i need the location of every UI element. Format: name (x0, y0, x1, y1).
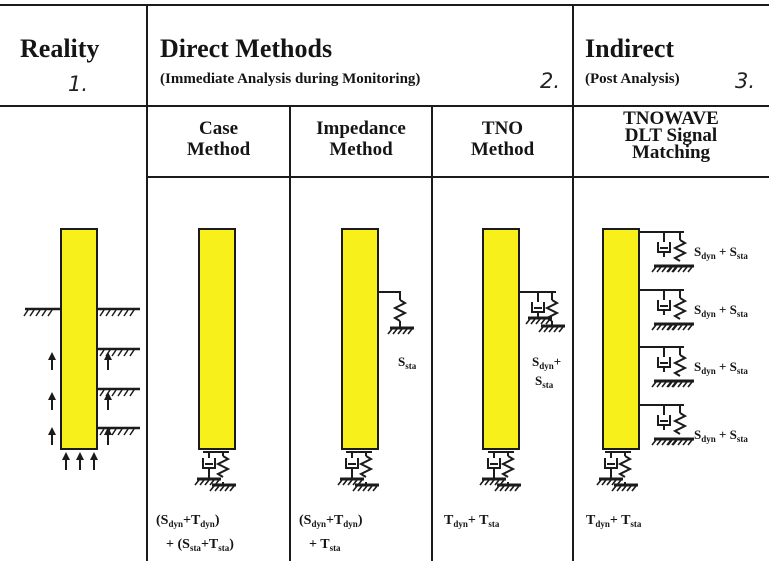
case-formula-line2: + (Ssta+Tsta) (166, 537, 234, 553)
case-f2: +T (182, 513, 201, 528)
tno-spring-label-top: Sdyn+ (532, 354, 561, 371)
case-f1-sub: dyn (168, 519, 183, 529)
tnowave-f1: T (586, 513, 596, 528)
tno-formula: Tdyn+ Tsta (444, 513, 499, 529)
tno-spring-s: S (532, 354, 540, 369)
tno-pile (482, 228, 520, 450)
tnowave-mid2: + S (719, 302, 737, 317)
tno-spring-plus: + (553, 354, 562, 369)
tnowave-s3: S (694, 359, 702, 374)
tno-spring-s2: S (535, 373, 543, 388)
tnowave-spring-label-4: Sdyn + Ssta (694, 427, 748, 444)
tnowave-formula: Tdyn+ Tsta (586, 513, 641, 529)
tno-spring-sub-dyn: dyn (539, 361, 554, 371)
tno-f1: T (444, 513, 454, 528)
tno-f2: + T (467, 513, 489, 528)
direct-number: 2. (540, 69, 561, 93)
tnowave-method-line1: TNOWAVE (623, 108, 719, 129)
tno-method-line2: Method (470, 139, 535, 160)
tnowave-f2: + T (609, 513, 631, 528)
imp-f3: ) (357, 513, 363, 528)
tno-method-line1: TNO (481, 118, 524, 139)
impedance-method-line1: Impedance (316, 118, 406, 139)
impedance-pile (341, 228, 379, 450)
tno-spring-label-bottom: Ssta (535, 373, 553, 390)
tno-method-header: TNO Method (432, 118, 573, 160)
tnowave-pile (602, 228, 640, 450)
impedance-spring-s: S (398, 354, 406, 369)
tnowave-method-header: TNOWAVE DLT Signal Matching (573, 108, 769, 163)
impedance-method-line2: Method (329, 139, 393, 160)
impedance-method-header: Impedance Method (290, 118, 432, 160)
case-method-header: Case Method (147, 118, 290, 160)
indirect-number: 3. (735, 69, 756, 93)
indirect-title: Indirect (585, 34, 675, 63)
tnowave-sub2: dyn (701, 309, 716, 319)
impedance-spring-label: Ssta (398, 354, 416, 371)
imp-f1: (S (299, 513, 312, 528)
tnowave-spring-label-3: Sdyn + Ssta (694, 359, 748, 376)
direct-methods-subtitle: (Immediate Analysis during Monitoring) (160, 71, 421, 87)
tnowave-sub1b: sta (736, 251, 748, 261)
case-f6: ) (229, 537, 234, 552)
tnowave-mid1: + S (719, 244, 737, 259)
tnowave-method-line2: DLT Signal (624, 125, 718, 146)
case-formula-line1: (Sdyn+Tdyn) (156, 513, 219, 529)
tnowave-s4: S (694, 427, 702, 442)
imp-f4-sub: sta (329, 543, 341, 553)
tnowave-sub4: dyn (701, 434, 716, 444)
reality-number: 1. (68, 72, 89, 96)
impedance-spring-sub: sta (405, 361, 417, 371)
case-f5: +T (200, 537, 219, 552)
tnowave-spring-label-1: Sdyn + Ssta (694, 244, 748, 261)
tnowave-sub4b: sta (736, 434, 748, 444)
case-f4: + (S (166, 537, 190, 552)
tnowave-s2: S (694, 302, 702, 317)
tnowave-s1: S (694, 244, 702, 259)
imp-f2-sub: dyn (343, 519, 358, 529)
case-f5-sub: sta (218, 543, 230, 553)
case-f1: (S (156, 513, 169, 528)
indirect-subtitle: (Post Analysis) (585, 71, 680, 87)
case-f4-sub: sta (189, 543, 201, 553)
tnowave-sub3b: sta (736, 366, 748, 376)
tno-spring-sub-sta: sta (542, 380, 554, 390)
tnowave-sub3: dyn (701, 366, 716, 376)
tno-f2-sub: sta (488, 519, 500, 529)
tnowave-f2-sub: sta (630, 519, 642, 529)
imp-f1-sub: dyn (311, 519, 326, 529)
case-method-line1: Case (198, 118, 239, 139)
tnowave-mid4: + S (719, 427, 737, 442)
tnowave-sub1: dyn (701, 251, 716, 261)
case-f3: ) (214, 513, 220, 528)
tnowave-spring-label-2: Sdyn + Ssta (694, 302, 748, 319)
case-pile (198, 228, 236, 450)
case-method-line2: Method (186, 139, 251, 160)
reality-pile (60, 228, 98, 450)
direct-methods-title: Direct Methods (160, 34, 333, 63)
tnowave-sub2b: sta (736, 309, 748, 319)
impedance-formula-line1: (Sdyn+Tdyn) (299, 513, 362, 529)
tnowave-mid3: + S (719, 359, 737, 374)
reality-title: Reality (20, 34, 100, 63)
tno-f1-sub: dyn (453, 519, 468, 529)
case-f2-sub: dyn (200, 519, 215, 529)
tnowave-method-line3: Matching (631, 142, 711, 163)
imp-f2: +T (325, 513, 344, 528)
impedance-formula-line2: + Tsta (309, 537, 341, 553)
imp-f4: + T (309, 537, 330, 552)
tnowave-f1-sub: dyn (595, 519, 610, 529)
